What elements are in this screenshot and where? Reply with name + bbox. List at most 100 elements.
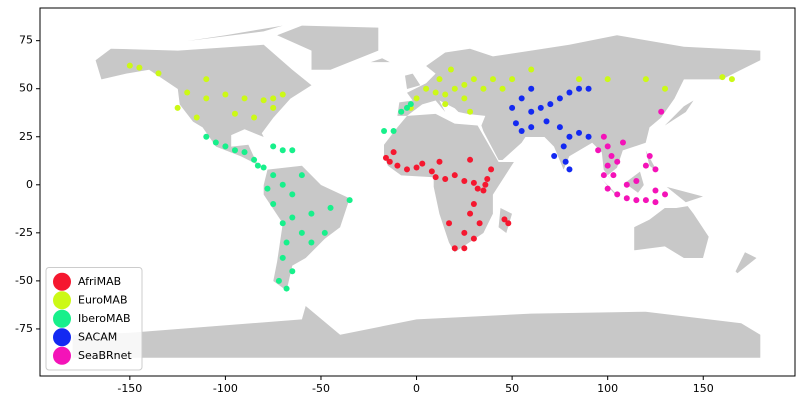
site-point (512, 120, 519, 127)
site-point (576, 85, 583, 92)
legend-label: AfriMAB (78, 275, 121, 288)
site-point (279, 91, 286, 98)
site-point (241, 95, 248, 102)
y-tick-label: 0 (26, 178, 33, 191)
iceland (370, 58, 390, 63)
site-point (279, 220, 286, 227)
site-point (642, 76, 649, 83)
britain (405, 73, 421, 89)
site-point (547, 101, 554, 108)
site-point (398, 108, 405, 115)
site-point (289, 214, 296, 221)
site-point (633, 197, 640, 204)
site-point (321, 229, 328, 236)
site-point (470, 201, 477, 208)
site-point (528, 66, 535, 73)
site-point (623, 195, 630, 202)
site-point (461, 81, 468, 88)
site-point (604, 143, 611, 150)
site-point (203, 76, 210, 83)
site-point (595, 147, 602, 154)
site-point (470, 76, 477, 83)
site-point (482, 181, 489, 188)
plot-frame (39, 7, 796, 377)
site-point (381, 127, 388, 134)
site-point (423, 85, 430, 92)
site-point (499, 85, 506, 92)
site-point (480, 85, 487, 92)
site-point (556, 95, 563, 102)
site-point (222, 91, 229, 98)
site-point (270, 104, 277, 111)
site-point (446, 220, 453, 227)
site-point (241, 149, 248, 156)
site-point (490, 76, 496, 83)
site-point (461, 95, 468, 102)
site-point (470, 235, 477, 242)
site-point (327, 204, 334, 211)
x-tick-label: 0 (413, 382, 420, 395)
site-point (662, 191, 669, 198)
site-point (528, 85, 535, 92)
site-point (394, 162, 401, 169)
site-point (614, 191, 621, 198)
legend-label: SeaBRnet (78, 349, 132, 362)
legend-marker (53, 272, 71, 291)
site-point (308, 239, 315, 246)
site-point (231, 110, 238, 117)
site-point (270, 172, 277, 179)
site-point (264, 185, 271, 192)
site-point (537, 104, 544, 111)
y-tick-label: -75 (15, 322, 33, 335)
site-point (461, 245, 468, 252)
site-point (346, 197, 353, 204)
site-point (585, 85, 592, 92)
site-point (566, 133, 573, 140)
site-point (470, 179, 477, 186)
site-point (279, 181, 286, 188)
site-point (461, 229, 468, 236)
site-point (600, 133, 607, 140)
legend-marker (53, 309, 71, 328)
legend-marker (53, 291, 71, 310)
site-point (576, 129, 583, 136)
africa (384, 113, 514, 253)
site-point (451, 245, 458, 252)
site-point (662, 85, 669, 92)
site-point (633, 177, 640, 184)
legend-marker (53, 346, 71, 365)
site-point (270, 201, 277, 208)
site-point (488, 166, 495, 173)
site-point (270, 95, 277, 102)
greenland (277, 25, 379, 70)
y-tick-label: 75 (19, 34, 33, 47)
site-point (275, 277, 282, 284)
site-point (442, 176, 449, 183)
site-point (528, 108, 535, 115)
legend-label: EuroMAB (78, 293, 128, 306)
legend-label: IberoMAB (78, 312, 131, 325)
south-america (263, 165, 350, 291)
site-point (413, 95, 420, 102)
x-tick-label: -50 (312, 382, 330, 395)
y-tick-label: -50 (15, 274, 33, 287)
site-point (407, 101, 414, 108)
site-point (562, 158, 569, 165)
site-point (403, 166, 410, 173)
site-point (436, 158, 443, 165)
points (126, 62, 735, 292)
site-point (136, 64, 143, 71)
site-point (222, 143, 229, 150)
site-point (203, 95, 210, 102)
site-point (403, 104, 410, 111)
x-tick-label: 150 (693, 382, 714, 395)
site-point (614, 158, 621, 165)
site-point (576, 76, 583, 83)
y-tick-label: 50 (19, 82, 33, 95)
site-point (551, 152, 558, 159)
site-point (428, 168, 435, 175)
site-point (260, 164, 267, 171)
site-point (251, 114, 258, 121)
site-point (451, 85, 458, 92)
